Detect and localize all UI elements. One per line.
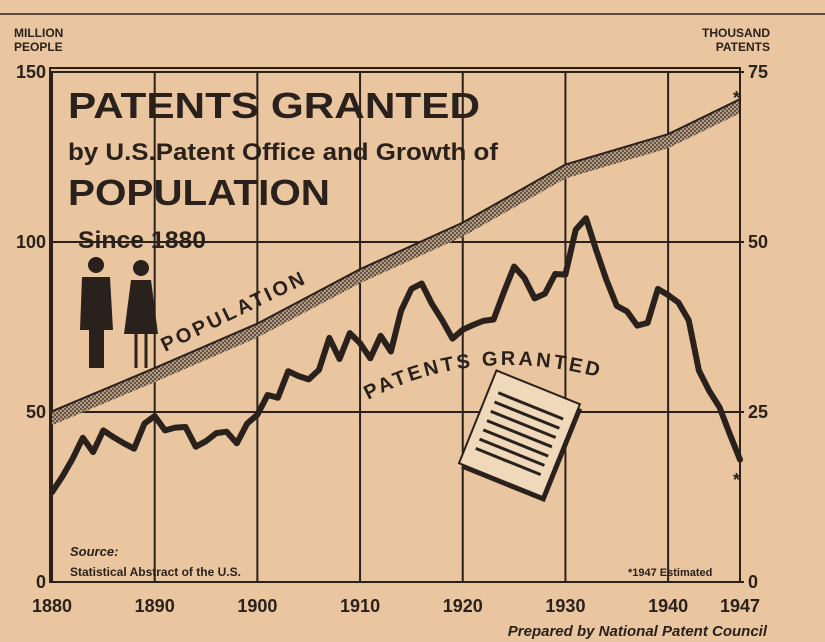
y2-axis-label: PATENTS [716,40,770,54]
y2-tick-label: 25 [748,402,768,422]
y-axis-label: MILLION [14,26,63,40]
y-axis-label: PEOPLE [14,40,63,54]
y2-tick-label: 0 [748,572,758,592]
source-text: Statistical Abstract of the U.S. [70,565,241,579]
y-tick-label: 150 [16,62,46,82]
y2-tick-label: 75 [748,62,768,82]
x-tick-label: 1920 [443,596,483,616]
chart-subtitle: Since 1880 [78,227,206,254]
x-tick-label: 1947 [720,596,760,616]
chart-subtitle: by U.S.Patent Office and Growth of [68,139,499,166]
credit: Prepared by National Patent Council [508,623,768,640]
y-tick-label: 100 [16,232,46,252]
x-tick-label: 1880 [32,596,72,616]
y-tick-label: 50 [26,402,46,422]
x-tick-label: 1910 [340,596,380,616]
x-tick-label: 1900 [237,596,277,616]
note: *1947 Estimated [628,567,712,579]
chart: MILLION PEOPLE THOUSAND PATENTS PATENTS … [0,0,825,642]
annotation: * [733,88,740,108]
series-label: PATENTS GRANTED [360,348,605,404]
x-tick-label: 1940 [648,596,688,616]
annotation: * [733,470,740,490]
y2-axis-label: THOUSAND [702,26,770,40]
y2-tick-label: 50 [748,232,768,252]
x-tick-label: 1890 [135,596,175,616]
chart-title: POPULATION [68,172,330,213]
man-icon [80,257,113,368]
woman-icon [124,260,158,368]
chart-title: PATENTS GRANTED [68,85,480,126]
x-tick-label: 1930 [545,596,585,616]
source-label: Source: [70,544,118,559]
y-tick-label: 0 [36,572,46,592]
series-label: PATENTS GRANTED [360,348,605,404]
